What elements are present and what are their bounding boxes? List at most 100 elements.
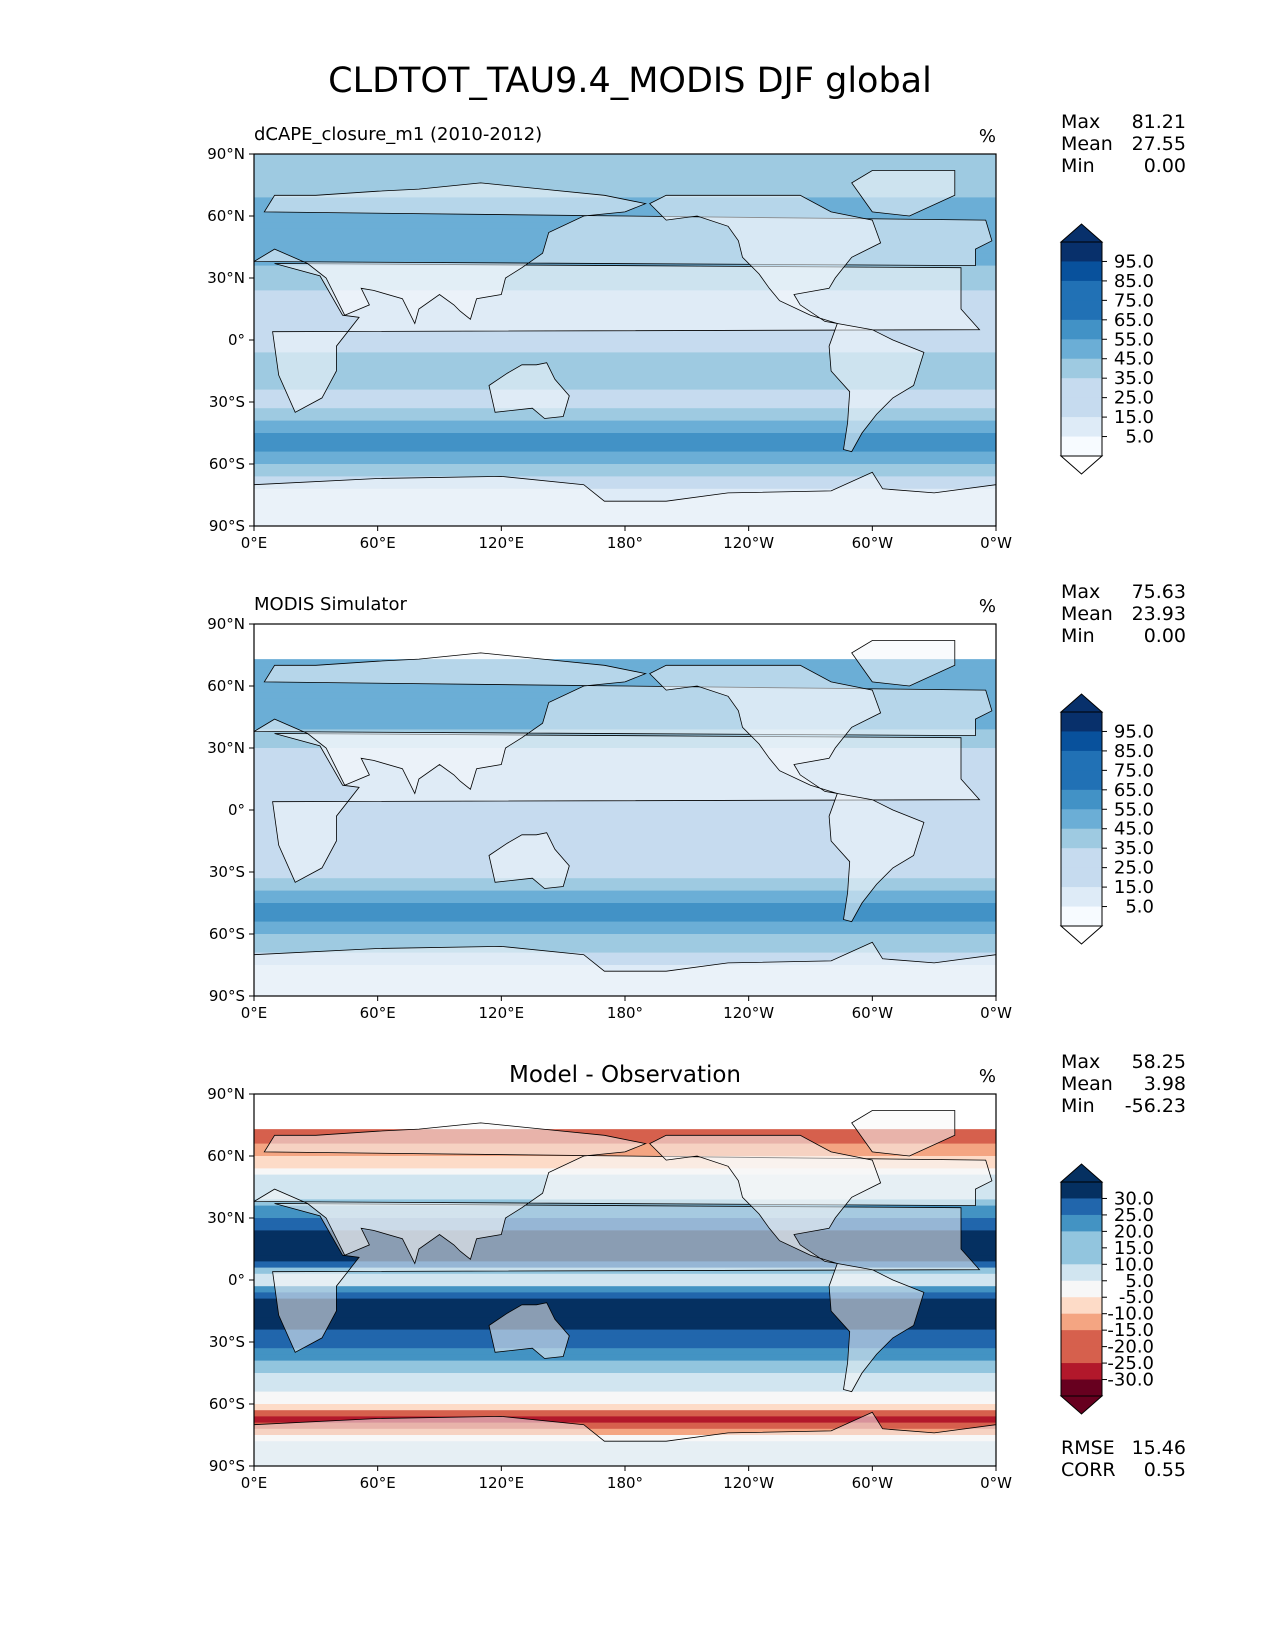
lat-band xyxy=(254,1366,996,1374)
lat-band xyxy=(254,488,996,496)
colorbar-segment xyxy=(1061,887,1102,908)
lat-band xyxy=(254,1410,996,1417)
lat-band xyxy=(254,1404,996,1411)
colorbar-segment xyxy=(1061,378,1102,399)
lon-tick-label: 120°E xyxy=(479,1004,525,1022)
colorbar-tick-label: 75.0 xyxy=(1114,290,1154,311)
figure-title: CLDTOT_TAU9.4_MODIS DJF global xyxy=(328,61,932,101)
lat-tick-label: 30°S xyxy=(209,863,245,881)
colorbar-tick-label: 55.0 xyxy=(1114,329,1154,350)
colorbar-frame xyxy=(1060,1181,1103,1397)
lat-tick-label: 0° xyxy=(228,801,245,819)
lat-band xyxy=(254,1422,996,1430)
lat-band xyxy=(254,1292,996,1300)
stat-label: Min xyxy=(1061,625,1095,647)
lat-band xyxy=(254,439,996,446)
coastline-south-america xyxy=(828,1263,925,1393)
colorbar-segment xyxy=(1061,828,1102,849)
colorbar-tick-label: -5.0 xyxy=(1119,1287,1154,1308)
coastline-greenland xyxy=(851,1110,956,1157)
lat-band xyxy=(254,679,996,687)
colorbar-tick-label: 55.0 xyxy=(1114,799,1154,820)
lon-tick-label: 120°W xyxy=(723,1004,774,1022)
lat-tick-label: 0° xyxy=(228,331,245,349)
metric-value: 0.55 xyxy=(1144,1459,1186,1481)
colorbar-segment xyxy=(1061,242,1102,262)
stat-value: 0.00 xyxy=(1144,155,1186,177)
lat-band xyxy=(254,445,996,453)
lat-band xyxy=(254,661,996,668)
lat-band xyxy=(254,154,996,161)
lat-band xyxy=(254,383,996,391)
colorbar-tick-label: 15.0 xyxy=(1114,407,1154,428)
lat-band xyxy=(254,1373,996,1380)
lat-band xyxy=(254,1273,996,1281)
lat-band xyxy=(254,822,996,830)
lat-tick-label: 30°S xyxy=(209,1333,245,1351)
lat-band xyxy=(254,903,996,910)
lon-tick-label: 0°E xyxy=(241,534,268,552)
lat-tick-label: 60°N xyxy=(207,207,245,225)
lat-band xyxy=(254,909,996,916)
lat-band xyxy=(254,1360,996,1368)
lat-band xyxy=(254,1317,996,1324)
colorbar-tick-label: 30.0 xyxy=(1114,1188,1154,1209)
stat-label: Mean xyxy=(1061,133,1113,155)
coastline-australia xyxy=(488,1302,570,1359)
lat-band xyxy=(254,1304,996,1312)
lat-band xyxy=(254,1435,996,1442)
coastline-north-america xyxy=(649,194,882,324)
colorbar-segment xyxy=(1061,1182,1102,1199)
lat-band xyxy=(254,172,996,180)
lat-band xyxy=(254,1335,996,1343)
lat-band xyxy=(254,1342,996,1349)
lat-tick-label: 60°S xyxy=(209,925,245,943)
lat-band xyxy=(254,915,996,923)
lat-band xyxy=(254,470,996,477)
colorbar-extend-min xyxy=(1059,1395,1104,1415)
lat-tick-label: 90°S xyxy=(209,517,245,535)
lat-band xyxy=(254,1385,996,1393)
coastline-north-america xyxy=(649,664,882,794)
colorbar-segment xyxy=(1061,280,1102,301)
colorbar-segment xyxy=(1061,1330,1102,1348)
lat-band xyxy=(254,377,996,384)
colorbar: 95.085.075.065.055.045.035.025.015.05.0 xyxy=(1059,223,1154,475)
colorbar-extend-max xyxy=(1059,223,1104,243)
lon-tick-label: 60°W xyxy=(852,1004,894,1022)
lat-band xyxy=(254,340,996,347)
coastline-north-america xyxy=(649,1134,882,1264)
lat-band xyxy=(254,402,996,409)
lat-tick-label: 30°N xyxy=(207,1209,245,1227)
colorbar-extend-max xyxy=(1059,1163,1104,1183)
lat-band xyxy=(254,464,996,471)
lat-band xyxy=(254,1329,996,1337)
lat-band xyxy=(254,160,996,167)
lat-band xyxy=(254,940,996,947)
lat-tick-label: 90°N xyxy=(207,615,245,633)
colorbar-segment xyxy=(1061,1264,1102,1282)
units-label: % xyxy=(979,1066,996,1087)
panel-title: dCAPE_closure_m1 (2010-2012) xyxy=(254,124,542,145)
lat-band xyxy=(254,803,996,811)
lat-band xyxy=(254,358,996,366)
lat-band xyxy=(254,921,996,929)
colorbar-segment xyxy=(1061,261,1102,282)
lat-tick-label: 30°N xyxy=(207,269,245,287)
colorbar-segment xyxy=(1061,397,1102,418)
stat-value: -56.23 xyxy=(1125,1095,1186,1117)
stat-label: Min xyxy=(1061,155,1095,177)
map-field xyxy=(254,1094,996,1466)
colorbar: 95.085.075.065.055.045.035.025.015.05.0 xyxy=(1059,693,1154,945)
coastline-australia xyxy=(488,362,570,419)
lat-band xyxy=(254,965,996,972)
colorbar-segment xyxy=(1061,417,1102,438)
colorbar-tick-label: 5.0 xyxy=(1125,1271,1154,1292)
coastline-greenland xyxy=(851,640,956,687)
colorbar-tick-label: -15.0 xyxy=(1107,1320,1154,1341)
colorbar-segment xyxy=(1061,789,1102,810)
lon-tick-label: 60°W xyxy=(852,534,894,552)
lat-tick-label: 60°N xyxy=(207,677,245,695)
stat-value: 27.55 xyxy=(1132,133,1186,155)
units-label: % xyxy=(979,596,996,617)
